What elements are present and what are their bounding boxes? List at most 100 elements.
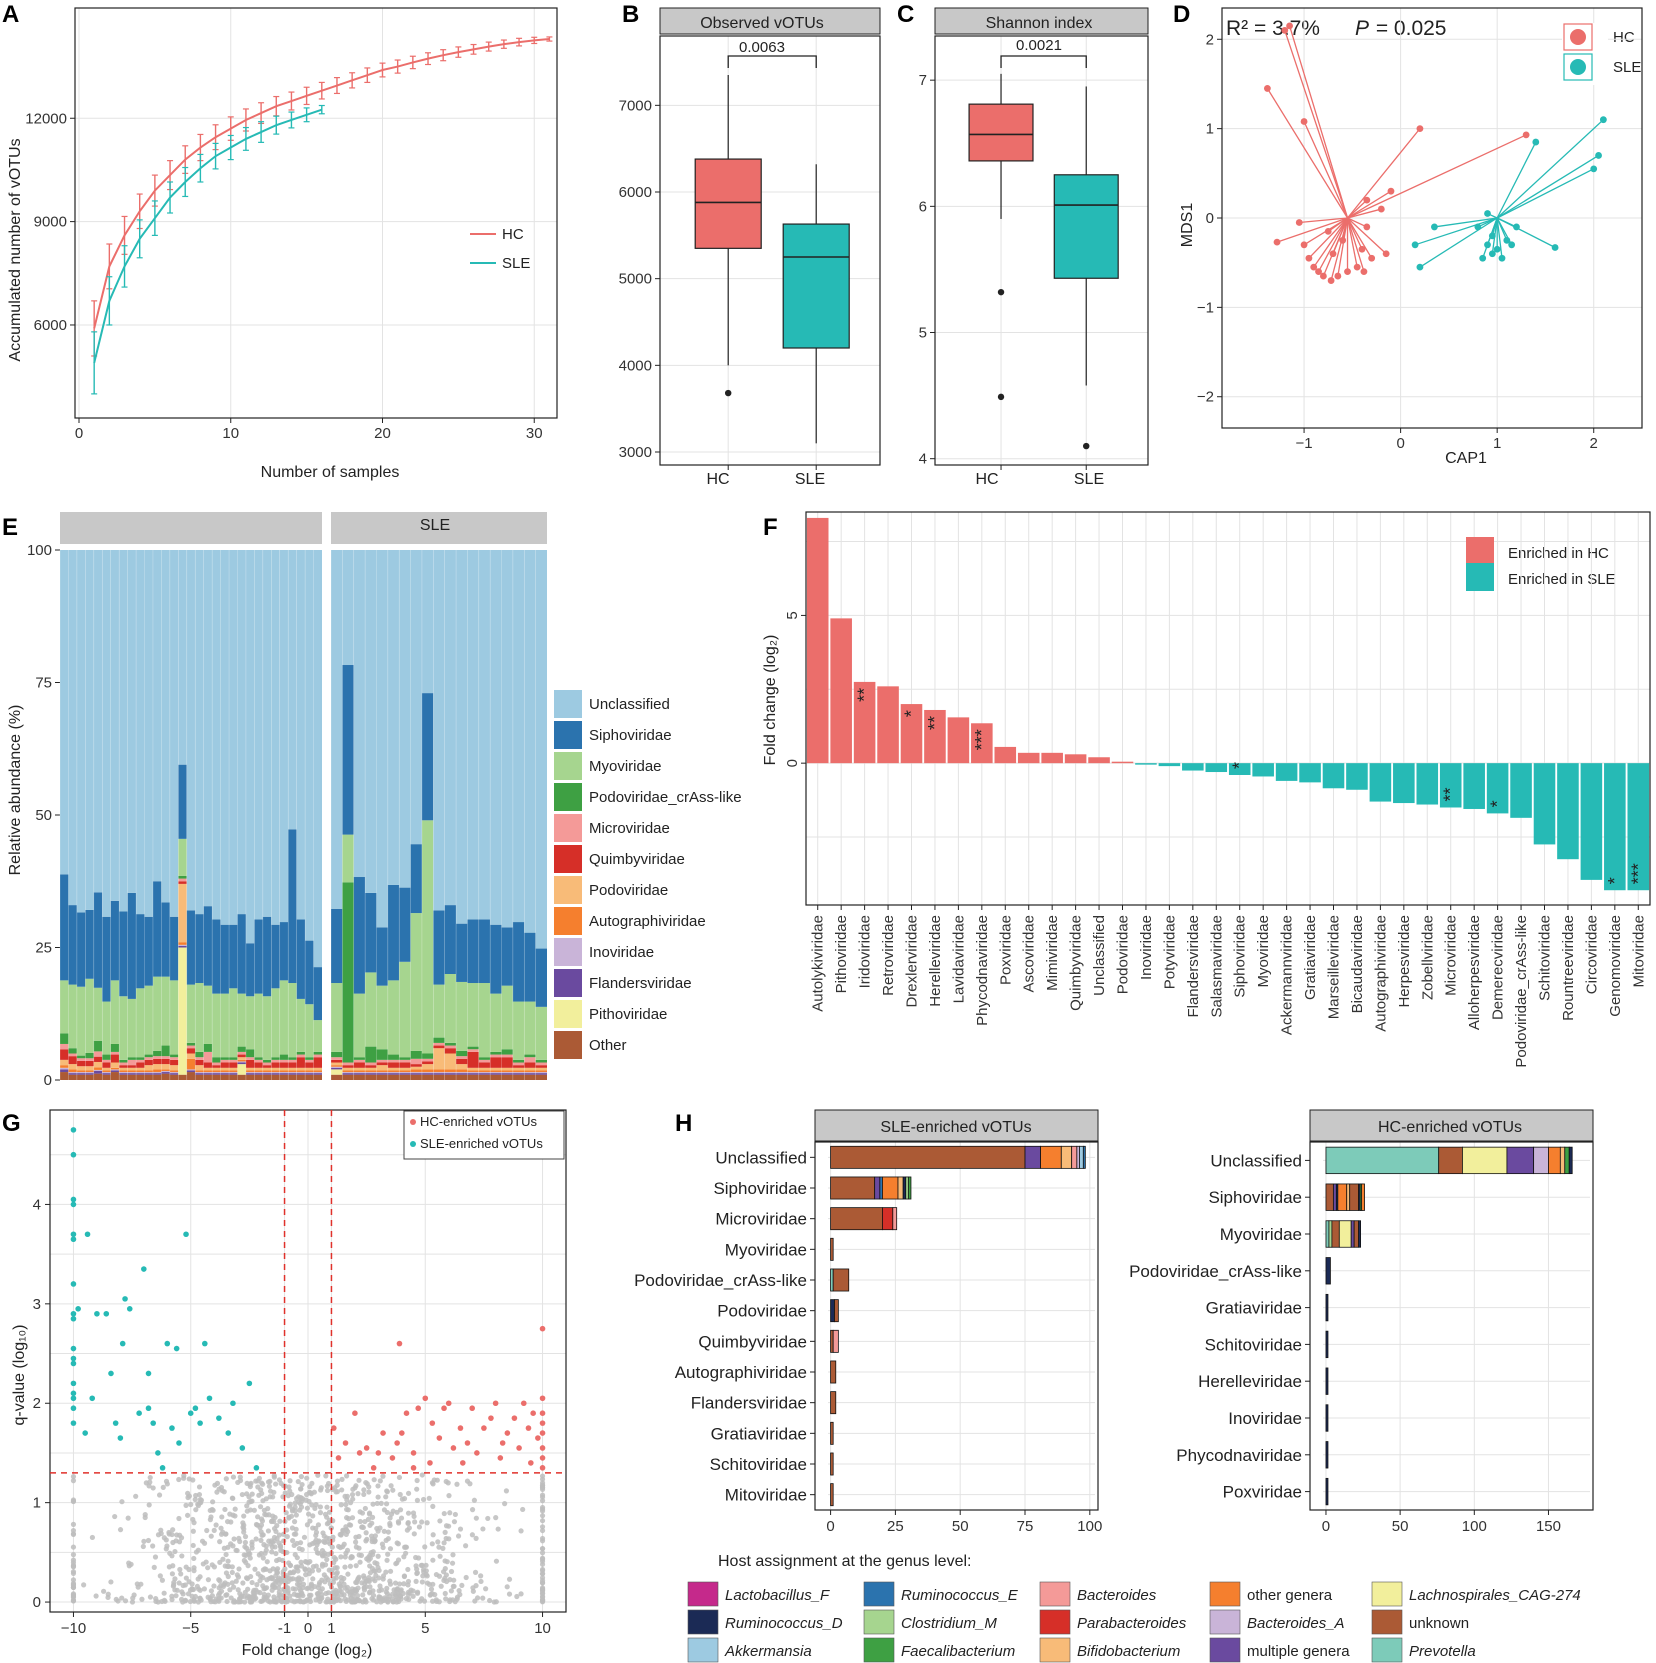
panel-d-x-tick-label: −1 [1296, 435, 1313, 452]
panel-e-segment-autographiviridae [271, 1070, 280, 1073]
panel-e-segment-podoviridae [444, 1053, 457, 1070]
panel-e-segment-flandersviridae [365, 1073, 377, 1075]
panel-g-point-sle [70, 1201, 77, 1208]
panel-e-segment-unclassified [127, 550, 137, 893]
panel-d-legend-sle: SLE [1613, 59, 1641, 76]
panel-d-point-hc [1368, 254, 1376, 262]
panel-e-segment-siphoviridae [60, 874, 69, 981]
panel-g-point-ns [443, 1478, 449, 1485]
panel-g-point-sle [70, 1127, 77, 1133]
panel-g-point-ns [209, 1562, 215, 1568]
panel-h-hc-segment-other-genera [1548, 1146, 1561, 1175]
panel-g-point-ns [151, 1564, 157, 1570]
panel-g-point-hc [481, 1425, 487, 1431]
panel-e-segment-other [119, 1074, 128, 1080]
panel-f-x-tick-label: Siphoviridae [1232, 915, 1249, 998]
panel-g-point-ns [331, 1559, 337, 1566]
panel-g-point-ns [310, 1525, 316, 1531]
panel-g-point-ns [322, 1579, 328, 1585]
panel-b-strip-title: Observed vOTUs [700, 15, 824, 32]
panel-e-segment-autographiviridae [254, 1070, 263, 1073]
panel-g-point-ns [447, 1510, 453, 1516]
panel-g-point-ns [146, 1502, 152, 1508]
panel-g-point-ns [235, 1599, 241, 1605]
panel-e-segment-unclassified [102, 550, 111, 917]
panel-g-x-tick-label: 0 [304, 1620, 312, 1637]
panel-g-point-ns [224, 1592, 230, 1598]
panel-g-point-ns [405, 1520, 411, 1526]
panel-e-segment-podoviridae [456, 1064, 468, 1070]
panel-h-sle-row-label: Quimbyviridae [698, 1332, 807, 1351]
panel-h-hc-segment-prevotella [1325, 1146, 1440, 1175]
panel-g-point-ns [223, 1551, 229, 1558]
panel-g-point-ns [229, 1580, 235, 1586]
panel-g-point-ns [443, 1572, 449, 1578]
panel-f-x-tick-label: Zobellviridae [1419, 915, 1436, 1000]
panel-h-sle-segment-other-genera [882, 1176, 899, 1200]
panel-e-legend-label-inoviridae: Inoviridae [589, 944, 654, 961]
panel-e-segment-flandersviridae [512, 1073, 525, 1075]
panel-e-segment-podoviridae_crass-like [152, 1050, 162, 1057]
panel-h-legend-label-unknown: unknown [1409, 1615, 1469, 1632]
panel-g-point-ns [506, 1591, 513, 1597]
panel-e-segment-microviridae [271, 1059, 280, 1063]
panel-f-x-tick-label: Marseilleviridae [1326, 915, 1343, 1019]
panel-g-point-ns [363, 1530, 369, 1536]
panel-g-point-ns [347, 1522, 354, 1528]
panel-e-segment-myoviridae [342, 834, 354, 883]
panel-e-segment-unclassified [387, 550, 400, 885]
panel-e-segment-flandersviridae [93, 1070, 103, 1074]
panel-g-point-ns [345, 1528, 351, 1535]
panel-e-segment-other [127, 1074, 137, 1080]
panel-g-point-ns [129, 1599, 136, 1605]
panel-e-y-tick-label: 75 [35, 675, 52, 692]
panel-e-segment-autographiviridae [387, 1070, 400, 1073]
panel-g-point-ns [81, 1582, 87, 1588]
panel-e-segment-microviridae [119, 1062, 128, 1066]
panel-e-segment-unclassified [110, 550, 120, 901]
panel-h-sle-x-tick-label: 100 [1077, 1518, 1102, 1535]
panel-e-segment-podoviridae [169, 1065, 179, 1071]
panel-g-point-ns [304, 1585, 310, 1592]
panel-g-point-ns [393, 1561, 399, 1567]
panel-g-point-ns [344, 1547, 351, 1554]
panel-d-spoke-hc [1347, 190, 1392, 219]
panel-e-segment-podoviridae [353, 1067, 366, 1071]
panel-g-point-ns [70, 1473, 77, 1480]
panel-e-segment-podoviridae_crass-like [279, 1054, 289, 1060]
panel-h-legend-label-faecalibacterium: Faecalibacterium [901, 1643, 1015, 1660]
panel-g-point-ns [419, 1596, 425, 1602]
panel-g-point-ns [298, 1474, 305, 1480]
panel-e-segment-podoviridae [136, 1067, 145, 1071]
panel-h-sle-frame [814, 1141, 1099, 1511]
panel-h-sle-segment-ruminococcus-e [1082, 1145, 1086, 1169]
panel-e-segment-autographiviridae [127, 1070, 137, 1073]
panel-e-segment-myoviridae [456, 981, 468, 1051]
panel-e-segment-inoviridae [254, 1072, 263, 1074]
panel-e-segment-siphoviridae [178, 764, 187, 839]
panel-g-point-ns [353, 1563, 359, 1569]
panel-g-point-ns [269, 1549, 275, 1555]
panel-g-point-ns [304, 1522, 311, 1528]
panel-e-segment-podoviridae_crass-like [262, 1059, 272, 1063]
panel-g-point-ns [502, 1501, 508, 1507]
panel-g-point-ns [183, 1502, 189, 1508]
panel-g-point-ns [248, 1599, 254, 1605]
panel-h-hc-segment-ruminococcus-d [1325, 1441, 1329, 1469]
panel-g-x-tick-label: 1 [327, 1620, 335, 1637]
panel-e-segment-podoviridae_crass-like [119, 1059, 128, 1063]
panel-g-point-ns [405, 1490, 412, 1496]
panel-e-segment-siphoviridae [296, 919, 306, 999]
panel-g-point-hc [363, 1445, 370, 1451]
panel-d-spoke-sle [1496, 154, 1599, 219]
panel-letter-g: G [2, 1110, 21, 1137]
panel-e-segment-inoviridae [102, 1072, 111, 1074]
panel-g-point-ns [313, 1532, 319, 1539]
panel-e-segment-other [203, 1074, 213, 1080]
panel-e-segment-myoviridae [376, 985, 388, 1050]
panel-e-segment-other [288, 1074, 297, 1080]
panel-e-segment-microviridae [229, 1059, 238, 1063]
panel-e-segment-flandersviridae [110, 1070, 120, 1073]
panel-e-segment-flandersviridae [237, 1062, 246, 1065]
panel-g-point-ns [225, 1558, 231, 1564]
